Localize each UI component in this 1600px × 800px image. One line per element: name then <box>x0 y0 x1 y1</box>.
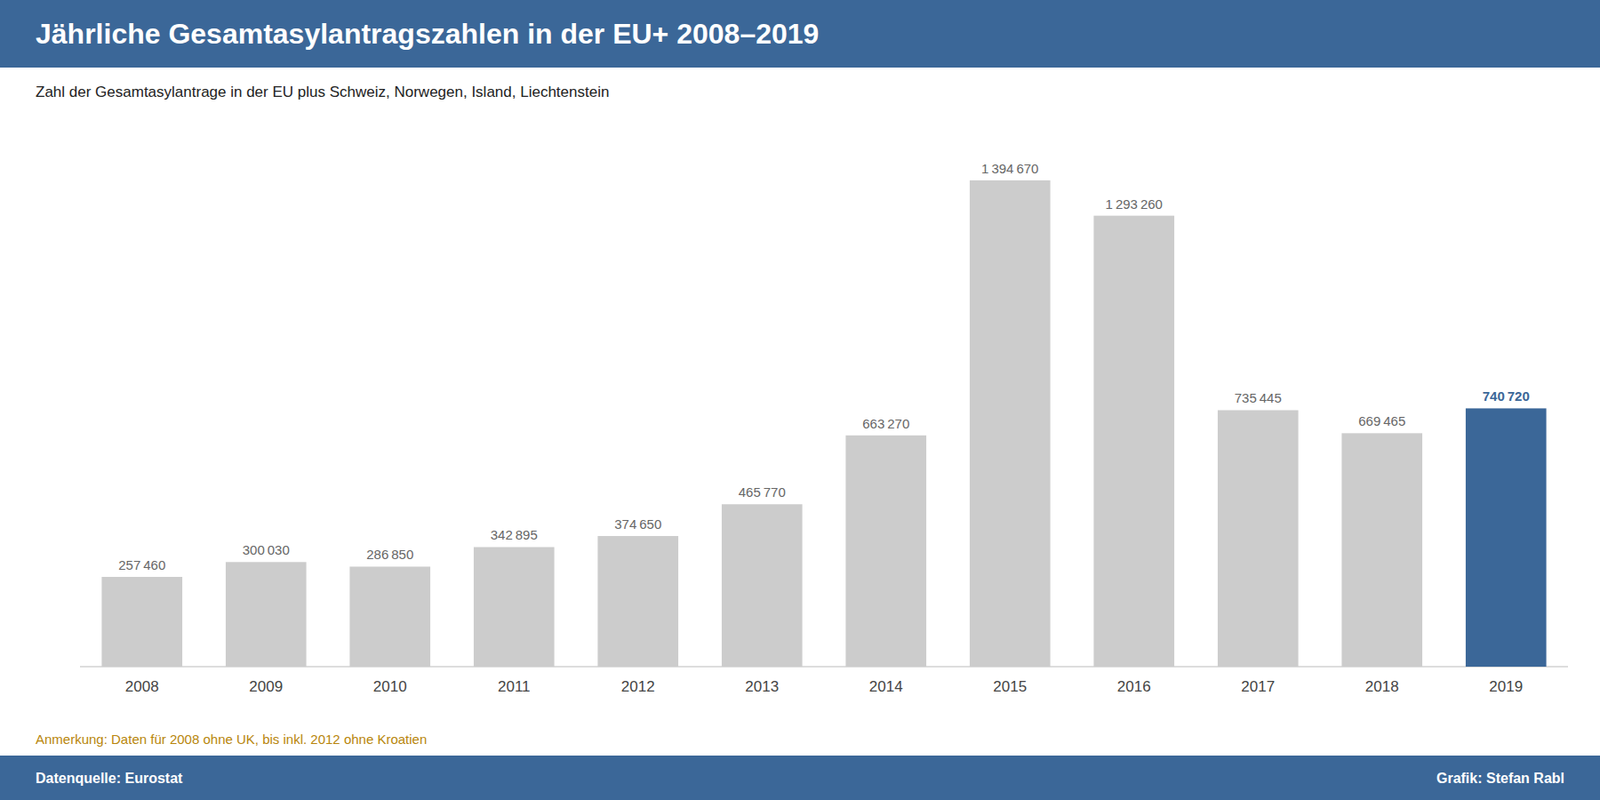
x-tick-label: 2008 <box>125 678 160 696</box>
bar <box>473 546 555 667</box>
bar <box>1093 216 1175 667</box>
bar <box>1341 432 1423 667</box>
x-tick-label: 2013 <box>744 678 779 696</box>
data-label: 300 030 <box>242 542 290 558</box>
bar <box>1465 408 1547 667</box>
data-label: 1 293 260 <box>1105 196 1163 212</box>
footer <box>0 755 1600 800</box>
data-label: 669 465 <box>1358 413 1406 429</box>
data-label: 257 460 <box>118 557 166 573</box>
x-tick-label: 2017 <box>1240 678 1275 696</box>
data-label: 663 270 <box>862 416 910 432</box>
x-tick-label: 2016 <box>1117 678 1152 696</box>
x-tick-label: 2014 <box>869 678 904 696</box>
bar <box>101 576 183 667</box>
background <box>0 0 1600 800</box>
header <box>0 0 1600 68</box>
chart: Jährliche Gesamtasylantragszahlen in der… <box>0 0 1600 800</box>
credit: Grafik: Stefan Rabl <box>1436 770 1565 786</box>
data-label: 740 720 <box>1482 388 1530 404</box>
data-label: 342 895 <box>490 527 538 543</box>
data-label: 465 770 <box>738 484 786 500</box>
x-tick-label: 2009 <box>248 678 283 696</box>
annotation: Anmerkung: Daten für 2008 ohne UK, bis i… <box>35 731 427 747</box>
bar <box>597 536 679 667</box>
data-label: 1 394 670 <box>981 160 1039 176</box>
bar <box>349 566 431 667</box>
bars <box>101 180 1546 667</box>
data-label: 286 850 <box>366 546 414 562</box>
x-tick-label: 2019 <box>1488 678 1523 696</box>
data-label: 735 445 <box>1234 390 1282 406</box>
source: Datenquelle: Eurostat <box>35 770 184 786</box>
x-tick-label: 2012 <box>621 678 656 696</box>
bar <box>969 180 1051 667</box>
bar <box>1217 409 1299 667</box>
bar <box>225 561 307 667</box>
x-tick-label: 2018 <box>1365 678 1400 696</box>
title: Jährliche Gesamtasylantragszahlen in der… <box>35 17 819 50</box>
x-tick-label: 2015 <box>992 678 1027 696</box>
x-tick-label: 2011 <box>497 678 531 696</box>
bar <box>721 504 803 667</box>
x-ticks: 2008 2009 2010 2011 2012 2013 2014 2015 2016 2017… <box>125 678 1523 696</box>
data-label: 374 650 <box>614 516 662 532</box>
data-labels: 257 460 300 030 286 850 342 895 374 650 465 7… <box>118 160 1530 573</box>
x-tick-label: 2010 <box>373 678 408 696</box>
bar <box>845 435 927 667</box>
subtitle: Zahl der Gesamtasylantrage in der EU plu… <box>35 83 609 101</box>
